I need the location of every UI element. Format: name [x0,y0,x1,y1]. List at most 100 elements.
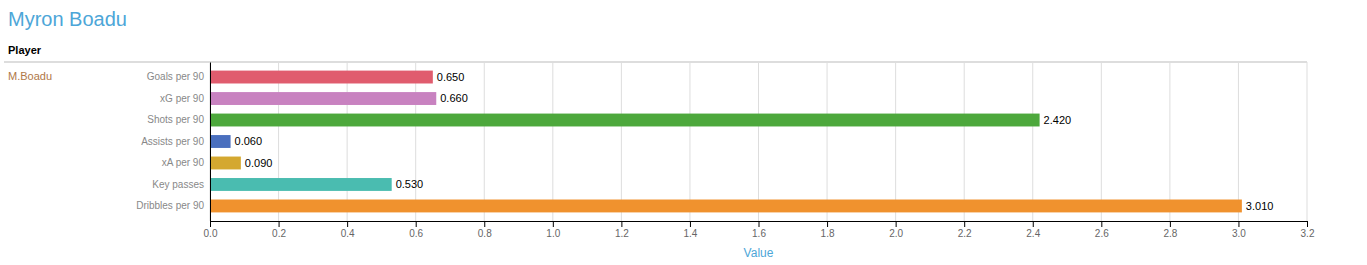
tick-label: Dribbles per 90 [136,200,204,211]
tick: Shots per 90 [147,114,204,125]
tick-label: 0.4 [341,228,355,239]
tick-label: 1.0 [546,228,560,239]
header-line [4,62,1307,63]
grid-line [964,62,965,221]
tick-mark [279,221,280,227]
data-label: 0.650 [437,71,465,83]
tick: 1.8 [821,221,835,239]
tick: 2.8 [1163,221,1177,239]
tick-mark [1033,221,1034,227]
tick-label: Goals per 90 [147,71,205,82]
tick-mark [553,221,554,227]
tick: 1.4 [683,221,697,239]
tick: xG per 90 [160,93,204,104]
chart: Myron BoaduPlayerM.Boadu0.00.20.40.60.81… [0,0,1367,265]
tick: Key passes [152,179,204,190]
tick: 1.2 [615,221,629,239]
x-axis-title: Value [744,246,774,260]
tick-label: xG per 90 [160,93,204,104]
bar [210,92,436,105]
tick-mark [964,221,965,227]
bar [210,178,392,191]
grid-line [1101,62,1102,221]
grid-line [1307,62,1308,221]
grid-line [210,62,211,221]
grid-line [1169,62,1170,221]
tick-label: 1.6 [752,228,766,239]
bar [210,71,433,84]
annotation: M.Boadu [8,70,52,82]
data-label: 0.530 [396,178,424,190]
y-axis: Goals per 90 xG per 90 Shots per 90 Assists… [136,63,210,222]
grid-line [1032,62,1033,221]
grid-line [621,62,622,221]
bar [210,114,1040,127]
grid-line [484,62,485,221]
tick: 0.6 [409,221,423,239]
tick: 0.4 [341,221,355,239]
data-label: 0.060 [235,135,263,147]
x-axis: 0.0 0.2 0.4 0.6 0.8 1.0 1.2 1.4 1.6 1.8 2.0 2.2 2.4 2… [204,221,1315,239]
tick-label: 1.8 [821,228,835,239]
tick: 1.6 [752,221,766,239]
grid-line [278,62,279,221]
grid-line [689,62,690,221]
grid-line [347,62,348,221]
tick: 0.8 [478,221,492,239]
tick-mark [896,221,897,227]
annotation: Player [8,44,42,56]
grid-line [827,62,828,221]
data-label: 0.090 [245,157,273,169]
tick: Goals per 90 [147,71,205,82]
tick-mark [759,221,760,227]
data-label: 0.660 [440,92,468,104]
tick: 3.0 [1232,221,1246,239]
tick-label: 2.0 [889,228,903,239]
tick-label: Assists per 90 [141,136,204,147]
tick-mark [484,221,485,227]
plot: 0.00.20.40.60.81.01.21.41.61.82.02.22.42… [136,62,1315,239]
data-labels: 0.650 0.660 2.420 0.060 0.090 0.530 3.010 [235,71,1274,212]
tick-mark [827,221,828,227]
tick-label: 0.2 [272,228,286,239]
tick-mark [621,221,622,227]
tick-mark [1101,221,1102,227]
tick: 2.2 [958,221,972,239]
bars [210,71,1242,213]
tick-label: 2.6 [1095,228,1109,239]
tick-label: 2.8 [1163,228,1177,239]
tick-mark [1307,221,1308,227]
tick-mark [1238,221,1239,227]
tick-mark [690,221,691,227]
grid [210,62,1307,221]
bar [210,157,241,170]
tick-label: 0.8 [478,228,492,239]
tick-label: xA per 90 [162,157,205,168]
axis-domain [210,63,211,222]
tick: 3.2 [1301,221,1315,239]
grid-line [1238,62,1239,221]
tick: 2.6 [1095,221,1109,239]
axis-domain [211,222,1308,228]
tick: 1.0 [546,221,560,239]
tick-label: 2.4 [1026,228,1040,239]
tick-label: 0.0 [204,228,218,239]
tick-label: Shots per 90 [147,114,204,125]
tick-label: 1.4 [683,228,697,239]
tick: 0.0 [204,221,218,239]
data-label: 3.010 [1246,200,1274,212]
tick: Dribbles per 90 [136,200,204,211]
tick: xA per 90 [162,157,205,168]
tick: 2.4 [1026,221,1040,239]
data-label: 2.420 [1044,114,1072,126]
grid-line [552,62,553,221]
tick: 0.2 [272,221,286,239]
tick-label: 2.2 [958,228,972,239]
tick-mark [347,221,348,227]
tick: 2.0 [889,221,903,239]
tick-mark [1170,221,1171,227]
bar [210,200,1242,213]
tick-label: 0.6 [409,228,423,239]
tick-label: 1.2 [615,228,629,239]
tick-mark [416,221,417,227]
